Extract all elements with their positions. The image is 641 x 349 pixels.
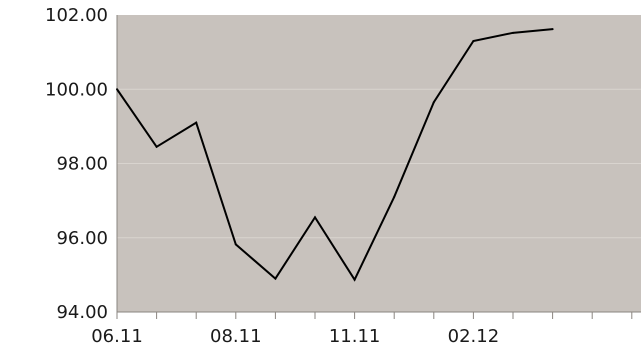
data-point [353, 278, 356, 281]
y-tick-label: 100.00 [45, 79, 108, 100]
data-point [551, 28, 554, 31]
data-point [155, 145, 158, 148]
data-point [512, 31, 514, 34]
series [116, 28, 554, 282]
data-point [393, 195, 396, 198]
axes [116, 15, 641, 319]
y-axis-tick-labels: 94.00 96.00 98.00 100.00 102.00 [45, 5, 108, 323]
data-point [195, 121, 198, 124]
x-tick-label: 02.12 [448, 326, 500, 347]
y-tick-label: 94.00 [56, 302, 108, 323]
x-tick-label: 06.11 [91, 326, 143, 347]
gridlines [117, 88, 641, 239]
x-tick-label: 08.11 [210, 326, 262, 347]
x-axis-tick-labels: 06.11 08.11 11.11 02.12 [91, 326, 499, 347]
data-point [234, 243, 237, 246]
data-point [274, 277, 277, 280]
y-tick-label: 102.00 [45, 5, 108, 26]
y-tick-label: 98.00 [56, 154, 108, 175]
data-point [314, 216, 316, 219]
series-line [116, 28, 553, 282]
data-point [472, 39, 475, 42]
data-point [432, 101, 435, 104]
x-tick-label: 11.11 [329, 326, 381, 347]
y-tick-label: 96.00 [56, 228, 108, 249]
data-point [116, 88, 118, 91]
